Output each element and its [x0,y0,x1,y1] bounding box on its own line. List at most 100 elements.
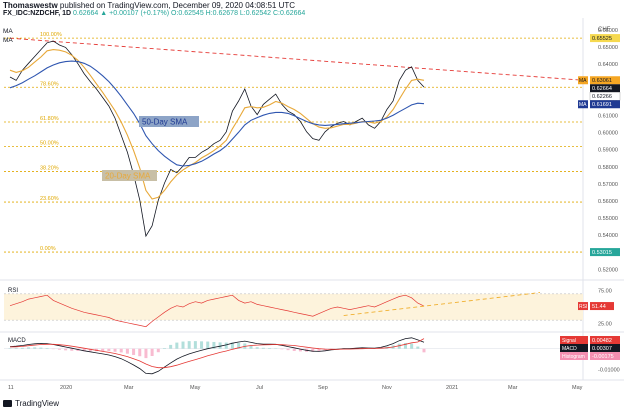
macd-histogram-bar [200,341,204,349]
price-tag-label: 0.53015 [592,250,612,256]
macd-histogram-bar [113,348,117,352]
published-text: published on TradingView.com, December 0… [59,1,296,10]
price-axis-tick: 0.56000 [598,199,618,205]
x-axis-tick: 2020 [60,385,72,391]
author-name[interactable]: Thomaswestw [3,1,58,10]
price-tag-box [590,248,620,257]
sma-20-line [9,49,425,200]
tradingview-logo[interactable]: TradingView [3,399,59,408]
macd-histogram-bar [292,348,296,351]
price-tag-label: 0.61691 [592,102,612,108]
macd-histogram-bar [397,343,401,349]
fib-level-label: 0.00% [40,246,56,252]
x-axis-tick: Nov [382,385,392,391]
macd-histogram-bar [181,341,185,349]
macd-histogram-bar [274,348,278,349]
macd-histogram-bar [125,348,129,354]
macd-prefix-box [560,344,588,352]
price-tag-label: 0.62266 [592,94,612,100]
sma-annotation-box [139,116,199,127]
macd-histogram-bar [150,348,154,356]
macd-histogram-bar [218,342,222,349]
macd-histogram-bar [360,347,364,349]
ma-prefix-label: MA [579,78,587,84]
macd-histogram-bar [206,341,210,349]
macd-axis-tick: -0.01000 [598,368,620,374]
macd-histogram-bar [39,347,43,349]
macd-line [9,337,425,375]
price-tag-label: 0.63061 [592,78,612,84]
macd-histogram-bar [70,348,74,351]
fib-level-label: 38.20% [40,165,59,171]
macd-histogram-bar [280,348,284,350]
signal-line [9,338,425,369]
macd-histogram-bar [51,348,55,350]
rsi-axis-tick: 75.00 [598,289,612,295]
macd-histogram-bar [64,348,68,351]
price-tag-label: 0.65525 [592,36,612,42]
ma-prefix-box [578,76,588,85]
ma-legend-1[interactable]: MA [3,28,13,35]
macd-histogram-bar [8,348,12,349]
macd-histogram-bar [187,341,191,349]
macd-histogram-bar [107,348,111,352]
macd-histogram-bar [57,348,61,350]
price-axis-tick: 0.55000 [598,216,618,222]
rsi-prefix-label: RSI [579,304,587,310]
macd-histogram-bar [317,348,321,352]
publish-info: Thomaswestw published on TradingView.com… [3,1,295,10]
tradingview-logo-icon [3,400,12,407]
macd-prefix-label: Histogram [562,354,585,360]
macd-histogram-bar [403,343,407,349]
sma-annotation-label: 20-Day SMA [105,172,151,181]
x-axis-tick: 11 [8,385,14,391]
macd-histogram-bar [286,348,290,351]
rsi-line [9,294,425,328]
price-tag-box [590,34,620,43]
macd-value-label: 0.00482 [592,338,612,344]
price-tag-box [590,84,620,93]
macd-histogram-bar [193,341,197,349]
x-axis-tick: 2021 [446,385,458,391]
macd-histogram-bar [82,348,86,352]
rsi-band [4,293,583,321]
macd-value-box [590,344,620,352]
macd-histogram-bar [45,348,49,349]
symbol-label[interactable]: FX_IDC:NZDCHF, 1D [3,10,72,17]
macd-prefix-label: Signal [562,338,576,344]
macd-prefix-box [560,336,588,344]
price-tag-box [590,100,620,109]
fib-level-label: 61.80% [40,116,59,122]
rsi-value-label: 51.44 [592,304,606,310]
sma-annotation-label: 50-Day SMA [142,118,188,127]
ohlc-readout: 0.62664 ▲ +0.00107 (+0.17%) O:0.62545 H:… [73,10,306,17]
price-axis-tick: 0.60000 [598,131,618,137]
x-axis-tick: May [572,385,583,391]
macd-histogram-bar [249,345,253,349]
macd-histogram-bar [119,348,123,353]
macd-value-box [590,352,620,360]
macd-histogram-bar [298,348,302,352]
price-axis-tick: 0.65000 [598,45,618,51]
price-tag-box [590,76,620,85]
macd-histogram-bar [33,347,37,349]
rsi-title: RSI [8,288,18,294]
macd-title: MACD [8,338,26,344]
ma-legend-2[interactable]: MA [3,37,13,44]
x-axis-tick: Mar [508,385,518,391]
rsi-prefix-box [578,302,588,311]
price-axis-tick: 0.64000 [598,62,618,68]
macd-histogram-bar [20,347,24,349]
macd-histogram-bar [261,347,265,349]
price-axis-tick: 0.58000 [598,165,618,171]
rsi-trendline [343,292,541,316]
macd-histogram-bar [268,348,272,349]
macd-histogram-bar [230,342,234,349]
price-axis-tick: 0.66000 [598,28,618,34]
macd-histogram-bar [14,348,18,349]
macd-histogram-bar [132,348,136,355]
x-axis-tick: Sep [318,385,328,391]
macd-histogram-bar [255,347,259,349]
price-line [9,40,425,238]
macd-prefix-box [560,352,588,360]
